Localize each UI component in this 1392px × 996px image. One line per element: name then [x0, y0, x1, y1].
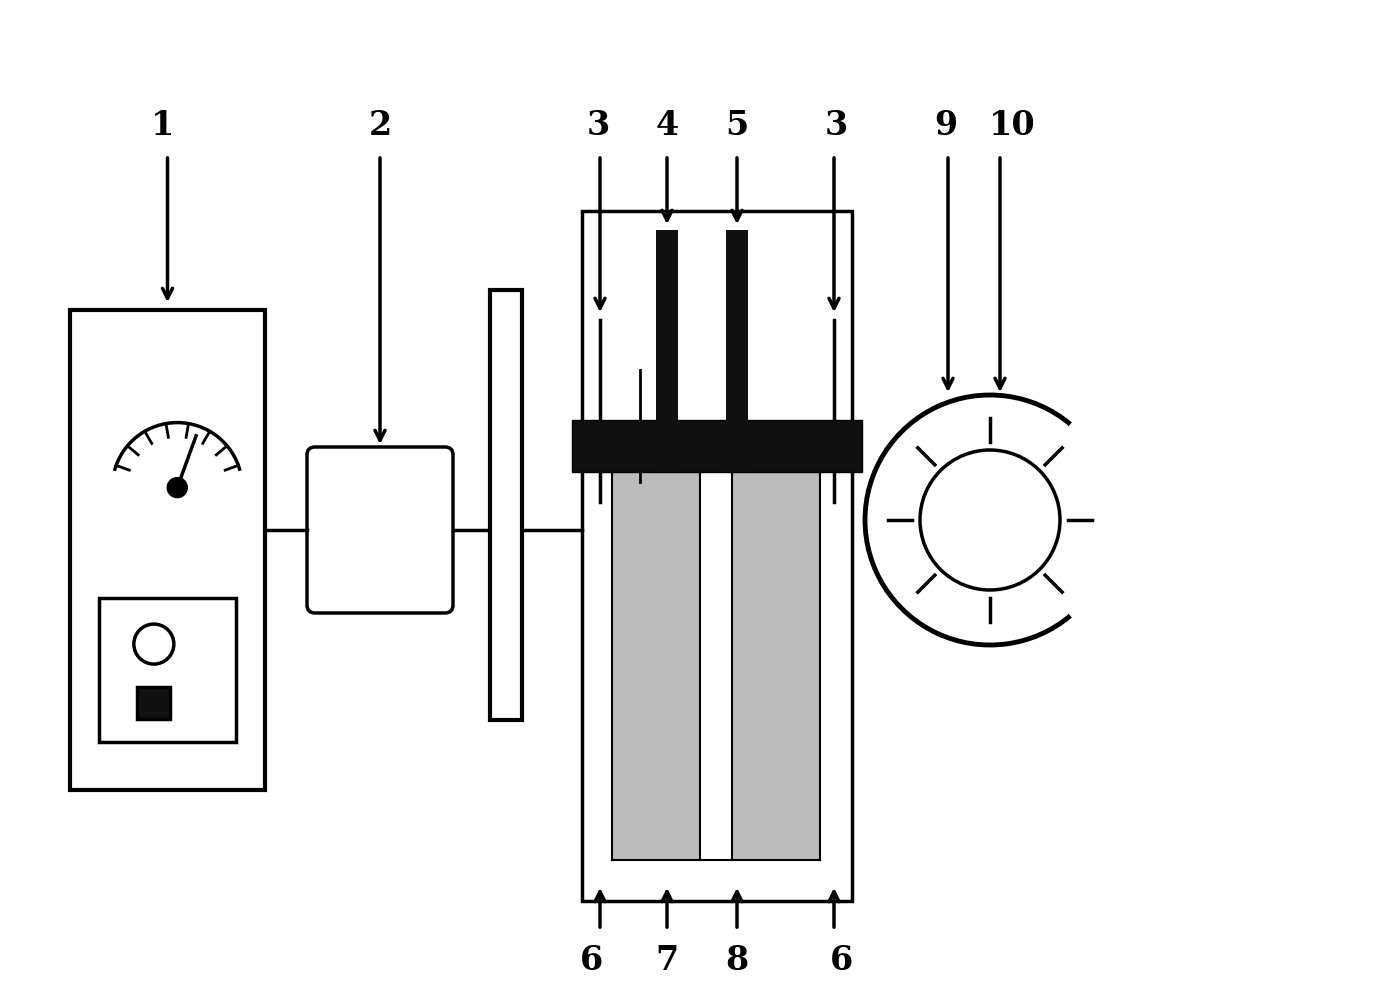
Bar — [732, 472, 820, 860]
Bar — [656, 230, 678, 472]
Bar — [490, 290, 522, 720]
Text: 1: 1 — [150, 109, 174, 141]
Circle shape — [920, 450, 1059, 590]
Circle shape — [134, 624, 174, 664]
Text: 10: 10 — [988, 109, 1036, 141]
Text: 3: 3 — [586, 109, 610, 141]
FancyBboxPatch shape — [308, 447, 452, 613]
Text: 6: 6 — [580, 943, 604, 976]
Bar — [138, 687, 170, 719]
Text: 9: 9 — [934, 109, 958, 141]
Bar — [70, 310, 264, 790]
Text: 7: 7 — [656, 943, 679, 976]
Text: 3: 3 — [824, 109, 848, 141]
Text: 6: 6 — [831, 943, 853, 976]
Text: 8: 8 — [725, 943, 749, 976]
Bar — [582, 211, 852, 901]
Bar — [99, 598, 235, 742]
Bar — [612, 472, 700, 860]
Text: 5: 5 — [725, 109, 749, 141]
Text: 2: 2 — [369, 109, 391, 141]
Bar — [572, 420, 862, 472]
Text: 4: 4 — [656, 109, 679, 141]
Bar — [727, 230, 748, 472]
Circle shape — [167, 478, 188, 498]
